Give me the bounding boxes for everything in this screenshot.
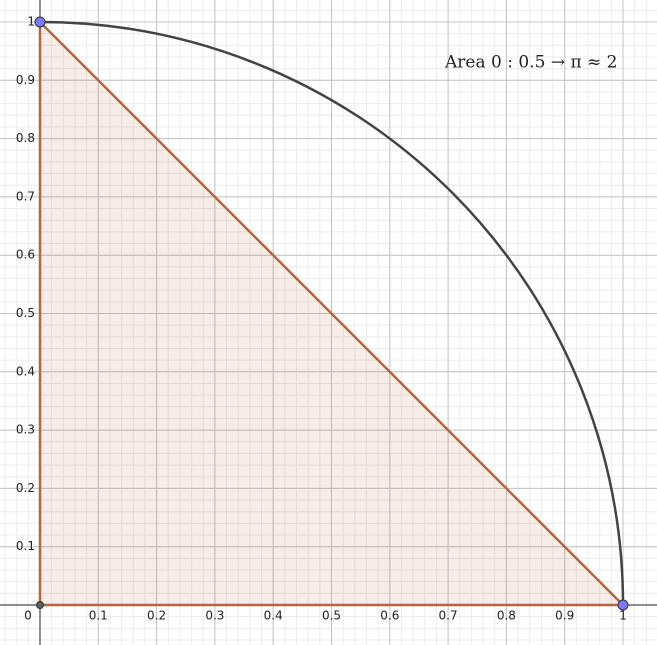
quarter-circle	[39, 20, 625, 606]
y-tick-label: 0.9	[16, 73, 35, 87]
y-tick-label: 0.5	[16, 306, 35, 320]
x-tick-label: 0.7	[439, 609, 458, 623]
annotation: Area 0 : 0.5 → π ≈ 2	[444, 53, 617, 73]
x-tick-label: 0.8	[497, 609, 516, 623]
point	[35, 601, 44, 610]
x-tick-label: 1	[619, 609, 627, 623]
y-tick-label: 1	[27, 14, 35, 28]
y-tick-label: 0.3	[16, 423, 35, 437]
triangle	[38, 20, 625, 607]
y-tick-label: 0.8	[16, 131, 35, 145]
point	[617, 599, 629, 611]
y-tick-label: 0.1	[16, 539, 35, 553]
y-tick-label: 0.7	[16, 189, 35, 203]
x-tick-label: 0.6	[380, 609, 399, 623]
x-tick-label: 0	[24, 609, 32, 623]
x-tick-label: 0.9	[555, 609, 574, 623]
y-tick-label: 0.2	[16, 481, 35, 495]
x-tick-label: 0.4	[264, 609, 283, 623]
y-tick-label: 0.6	[16, 248, 35, 262]
x-tick-label: 0.2	[147, 609, 166, 623]
x-tick-label: 0.1	[89, 609, 108, 623]
point	[34, 16, 46, 28]
x-tick-label: 0.5	[322, 609, 341, 623]
x-tick-label: 0.3	[205, 609, 224, 623]
y-tick-label: 0.4	[16, 364, 35, 378]
